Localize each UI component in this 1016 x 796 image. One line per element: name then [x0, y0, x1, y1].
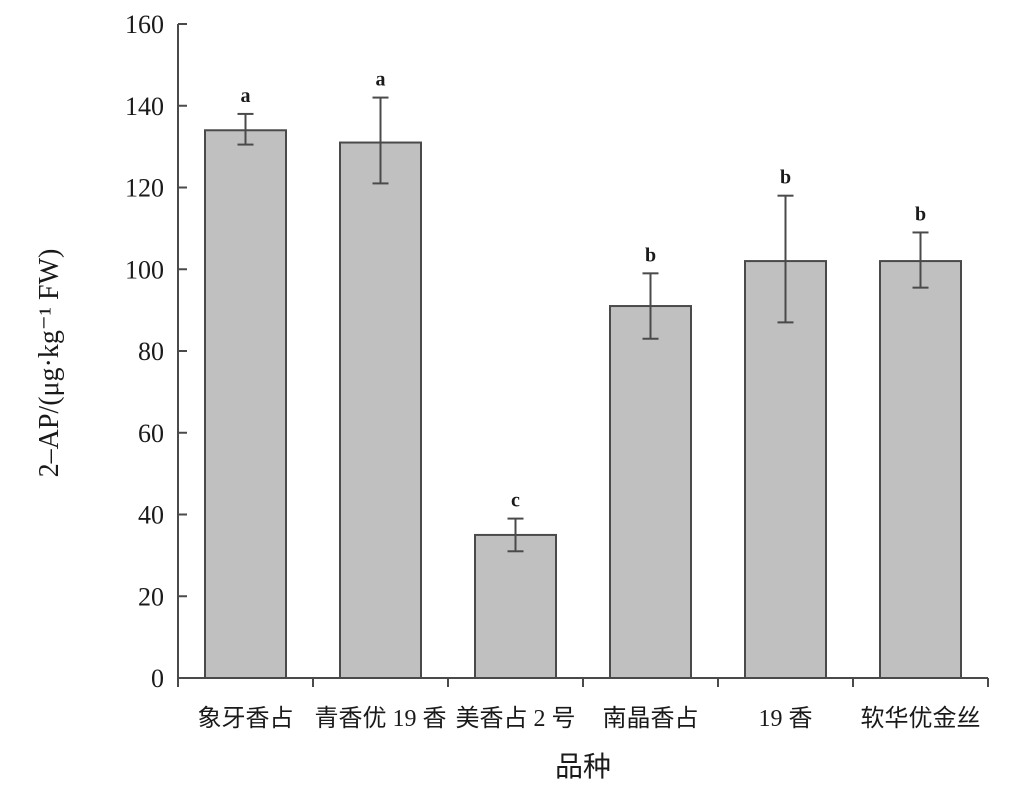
y-tick-label: 120 [125, 174, 164, 203]
bar [744, 260, 827, 679]
y-axis-title: 2–AP/(μg·kg⁻¹ FW) [34, 249, 65, 478]
y-tick-label: 140 [125, 92, 164, 121]
significance-label: b [645, 244, 656, 266]
y-tick-group: 0 20 40 60 80 100 120 140 160 [125, 10, 187, 693]
significance-label: b [780, 167, 791, 189]
significance-label: b [915, 203, 926, 225]
y-tick-label: 60 [138, 419, 164, 448]
x-tick-group: 象牙香占 青香优 19 香美香占 2 号南晶香占 19 香 软华优金丝 [177, 678, 989, 732]
axes [177, 24, 988, 679]
bar [204, 129, 287, 679]
y-tick-label: 40 [138, 501, 164, 530]
significance-label: a [376, 69, 386, 91]
y-tick-label: 100 [125, 255, 164, 284]
x-category-label: 青香优 19 香 [315, 705, 447, 732]
y-tick-label: 80 [138, 337, 164, 366]
x-axis-title: 品种 [555, 751, 611, 783]
error-bar-group [237, 96, 929, 553]
x-category-label: 南晶香占 [603, 705, 699, 732]
bar [474, 533, 557, 679]
bar [339, 141, 422, 680]
bar-group [204, 129, 962, 680]
x-category-label: 19 香 [759, 705, 813, 732]
y-tick-label: 160 [125, 10, 164, 39]
significance-label: c [511, 490, 520, 512]
bar [609, 305, 692, 679]
x-category-label: 软华优金丝 [861, 705, 981, 732]
y-tick-label: 0 [151, 664, 164, 693]
x-category-label: 象牙香占 [198, 705, 294, 732]
significance-label: a [241, 85, 251, 107]
bar [879, 260, 962, 679]
y-tick-label: 20 [138, 582, 164, 611]
significance-label-group: a a c b b b [241, 69, 927, 512]
x-category-label: 美香占 2 号 [456, 705, 576, 732]
